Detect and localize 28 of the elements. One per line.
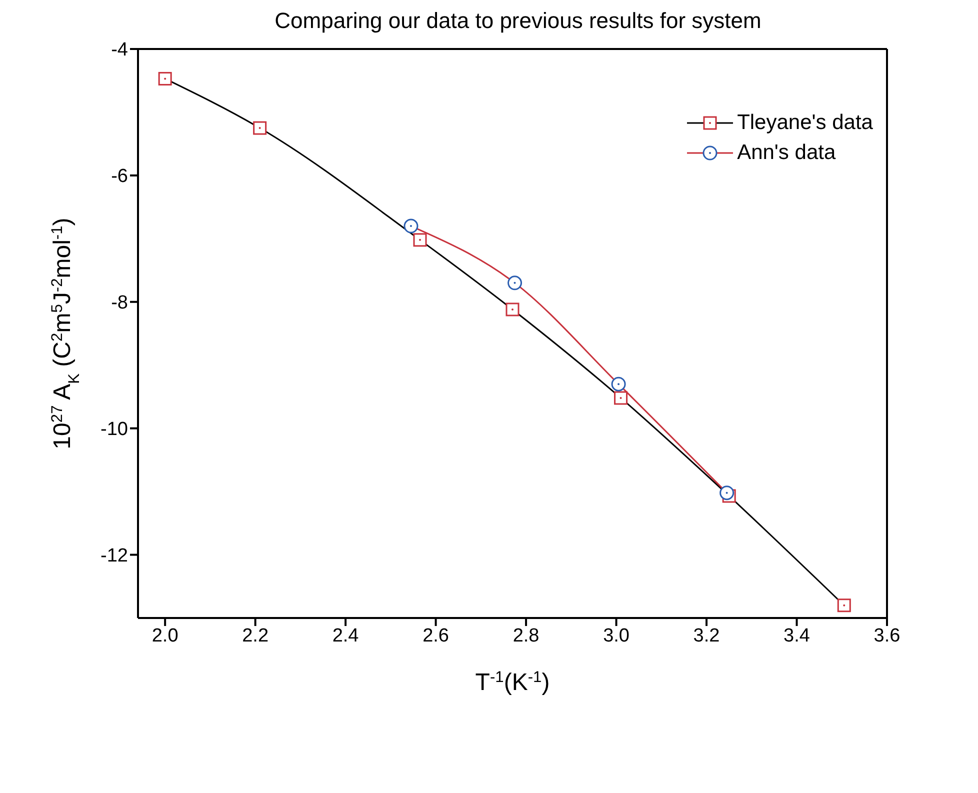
point xyxy=(506,302,520,316)
x-tick-label: 3.4 xyxy=(784,625,810,646)
x-axis-title: T$^{-1}$(K$^{-1}$) xyxy=(475,668,550,696)
x-tick-label: 3.0 xyxy=(603,625,630,646)
point xyxy=(508,276,522,290)
point xyxy=(404,218,418,234)
point xyxy=(611,376,626,392)
point xyxy=(614,391,628,405)
y-tick-label: -10 xyxy=(100,419,128,440)
x-tick-label: 3.2 xyxy=(693,625,720,646)
point xyxy=(837,598,851,612)
legend-label: Ann's data xyxy=(737,141,836,165)
y-tick-label: -12 xyxy=(100,546,128,567)
y-tick-label: -6 xyxy=(111,166,128,188)
x-tick-label: 3.6 xyxy=(874,625,900,646)
chart-title: Comparing our data to previous results for system xyxy=(274,8,762,35)
point xyxy=(158,72,172,86)
x-tick-label: 2.0 xyxy=(152,625,178,646)
point xyxy=(253,121,267,135)
point xyxy=(720,486,734,500)
x-tick-label: 2.4 xyxy=(332,625,360,646)
legend-label: Tleyane's data xyxy=(737,111,873,135)
x-tick-label: 2.2 xyxy=(242,625,269,646)
x-tick-label: 2.6 xyxy=(422,625,450,646)
y-tick-label: -8 xyxy=(111,292,128,314)
point xyxy=(413,233,427,247)
y-tick-label: -4 xyxy=(111,40,128,61)
x-tick-label: 2.8 xyxy=(512,625,540,646)
